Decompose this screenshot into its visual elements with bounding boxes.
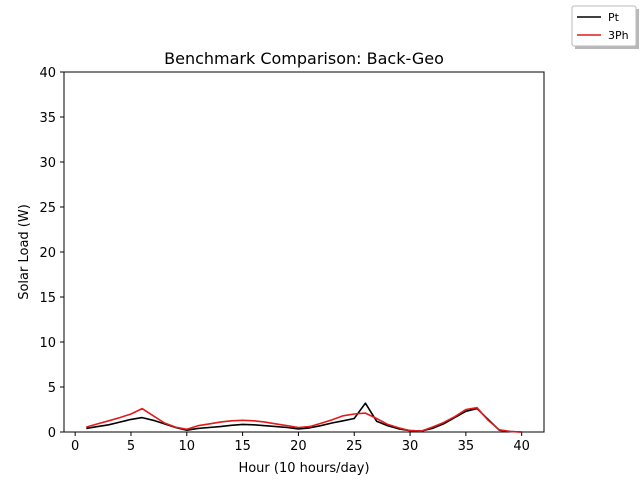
x-tick-label: 25 [346, 439, 363, 454]
y-tick-label: 30 [39, 156, 56, 171]
x-tick-label: 0 [71, 439, 79, 454]
x-axis-label: Hour (10 hours/day) [238, 461, 369, 476]
x-tick-label: 40 [513, 439, 530, 454]
series-line-3ph [86, 406, 522, 433]
y-tick-label: 20 [39, 246, 56, 261]
legend-label-3ph: 3Ph [608, 29, 629, 42]
x-tick-label: 5 [127, 439, 135, 454]
series-line-pt [86, 402, 522, 433]
x-tick-label: 30 [402, 439, 419, 454]
x-tick-label: 15 [234, 439, 251, 454]
legend-box [571, 5, 637, 47]
y-tick-label: 35 [39, 111, 56, 126]
y-tick-label: 15 [39, 291, 56, 306]
y-tick-label: 0 [48, 426, 56, 441]
plot-series [86, 402, 522, 433]
chart-title: Benchmark Comparison: Back-Geo [164, 49, 444, 68]
x-tick-label: 20 [290, 439, 307, 454]
y-tick-label: 5 [48, 381, 56, 396]
y-tick-label: 10 [39, 336, 56, 351]
y-axis-label: Solar Load (W) [17, 204, 32, 300]
x-tick-label: 35 [458, 439, 475, 454]
legend-label-pt: Pt [608, 11, 620, 24]
y-tick-label: 40 [39, 66, 56, 81]
x-tick-label: 10 [179, 439, 196, 454]
legend: Pt 3Ph [571, 5, 639, 49]
plot-axes: 0 5 10 15 20 25 30 35 40 0 5 10 15 20 25 30 35 40 [39, 66, 545, 454]
y-tick-label: 25 [39, 201, 56, 216]
